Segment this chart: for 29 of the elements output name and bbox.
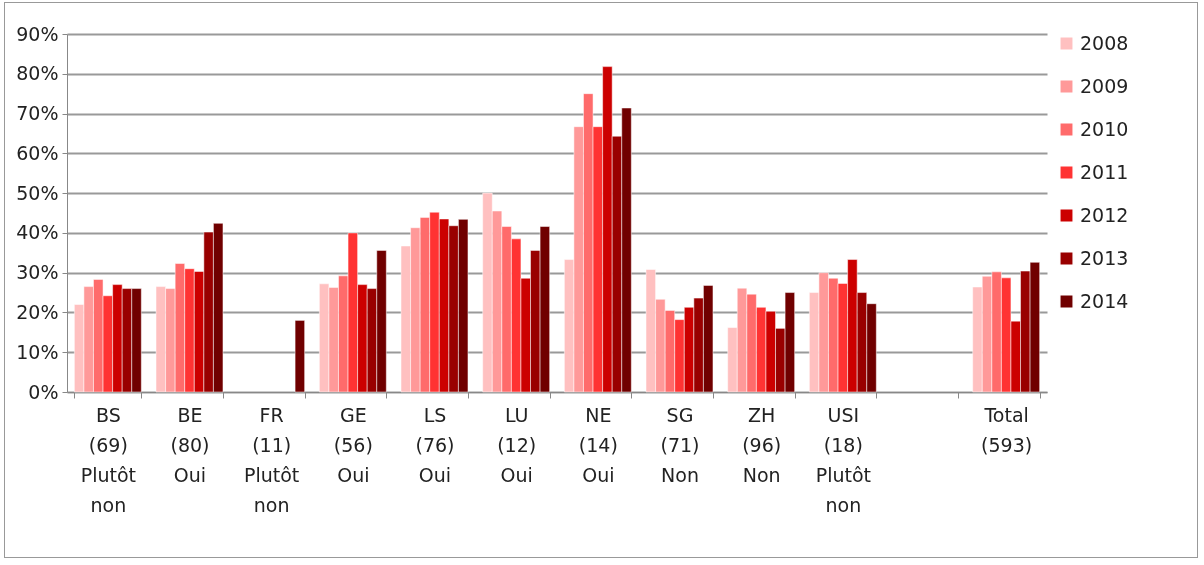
y-tick-label: 80%	[16, 62, 59, 85]
legend-label: 2012	[1080, 203, 1129, 226]
legend-label: 2014	[1080, 289, 1129, 312]
x-tick-label: LS (76) Oui	[415, 403, 455, 486]
x-tick-label: GE (56) Oui	[333, 403, 373, 486]
x-tick-label: ZH (96) Non	[742, 403, 782, 486]
y-tick-label: 60%	[16, 141, 59, 164]
legend-label: 2008	[1080, 31, 1129, 54]
x-tick-label: Total (593)	[981, 403, 1033, 456]
y-tick-label: 50%	[16, 181, 59, 204]
y-tick-label: 20%	[16, 300, 59, 323]
x-tick-label: USI (18) Plutôt non	[815, 403, 871, 516]
x-tick-label: NE (14) Oui	[578, 403, 618, 486]
x-tick-label: LU (12) Oui	[497, 403, 537, 486]
legend-label: 2009	[1080, 74, 1129, 97]
x-tick-label: FR (11) Plutôt non	[244, 403, 300, 516]
x-tick-label: BE (80) Oui	[170, 403, 210, 486]
y-tick-label: 10%	[16, 340, 59, 363]
y-tick-label: 0%	[28, 380, 59, 403]
y-tick-label: 70%	[16, 102, 59, 125]
y-tick-label: 90%	[16, 22, 59, 45]
y-tick-label: 40%	[16, 221, 59, 244]
x-tick-label: BS (69) Plutôt non	[80, 403, 136, 516]
legend-label: 2013	[1080, 246, 1129, 269]
y-tick-label: 30%	[16, 261, 59, 284]
x-tick-label: SG (71) Non	[660, 403, 700, 486]
bar	[294, 320, 305, 393]
legend-label: 2010	[1080, 117, 1129, 140]
legend-label: 2011	[1080, 160, 1129, 183]
